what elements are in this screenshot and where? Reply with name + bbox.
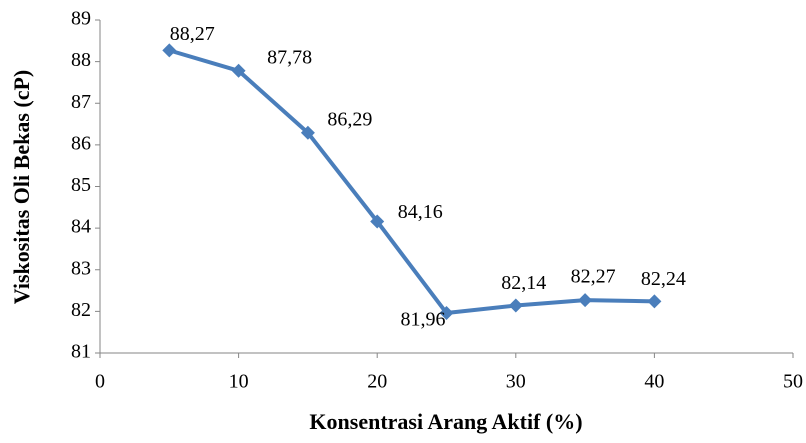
x-tick-label: 30 xyxy=(506,371,526,393)
data-point xyxy=(578,293,593,308)
y-tick-label: 86 xyxy=(71,132,91,154)
y-tick-label: 89 xyxy=(71,8,91,30)
data-point xyxy=(231,63,246,78)
y-tick-label: 82 xyxy=(71,299,91,321)
x-axis-title: Konsentrasi Arang Aktif (%) xyxy=(309,409,582,434)
y-axis-title: Viskositas Oli Bekas (cP) xyxy=(9,70,34,304)
y-tick-label: 88 xyxy=(71,49,91,71)
data-point xyxy=(300,125,315,140)
data-label: 82,14 xyxy=(501,272,546,294)
data-point xyxy=(508,298,523,313)
x-tick-label: 0 xyxy=(95,371,105,393)
data-label: 82,24 xyxy=(641,268,686,290)
x-tick-label: 50 xyxy=(783,371,803,393)
data-label: 88,27 xyxy=(170,23,215,45)
data-point xyxy=(162,43,177,58)
y-tick-label: 85 xyxy=(71,174,91,196)
data-line xyxy=(168,48,655,316)
data-label: 82,27 xyxy=(571,266,616,288)
y-tick-label: 87 xyxy=(71,91,91,113)
y-tick-label: 83 xyxy=(71,257,91,279)
data-point xyxy=(647,294,662,309)
data-label: 87,78 xyxy=(267,46,312,68)
x-tick-label: 40 xyxy=(644,371,664,393)
y-tick-label: 84 xyxy=(71,216,91,238)
data-label: 81,96 xyxy=(401,309,446,331)
data-label: 86,29 xyxy=(327,108,372,130)
data-label: 84,16 xyxy=(398,201,443,223)
x-tick-label: 10 xyxy=(229,371,249,393)
data-point xyxy=(439,306,454,321)
y-tick-label: 81 xyxy=(71,341,91,363)
x-tick-label: 20 xyxy=(367,371,387,393)
data-point xyxy=(370,214,385,229)
